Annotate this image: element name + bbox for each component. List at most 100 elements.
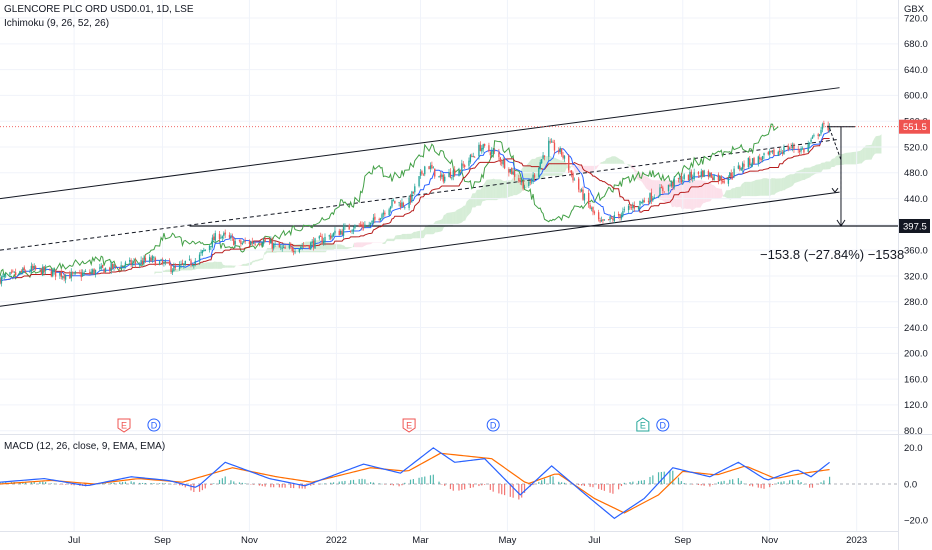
candle <box>548 137 550 161</box>
macd-histogram-bar <box>53 483 55 485</box>
cloud-segment <box>726 190 731 200</box>
candle-body <box>134 261 137 264</box>
macd-tick-label: 0.0 <box>904 479 917 490</box>
cloud-segment <box>336 244 342 250</box>
cloud-segment <box>395 235 397 240</box>
cloud-segment <box>331 243 333 251</box>
cloud-segment <box>603 160 605 164</box>
macd-histogram-bar <box>723 480 725 484</box>
macd-histogram-bar <box>489 484 491 490</box>
cloud-segment <box>466 197 471 218</box>
candle <box>161 257 164 266</box>
macd-histogram-bar <box>59 484 61 485</box>
cloud-segment <box>706 181 711 203</box>
macd-histogram-bar <box>760 484 762 489</box>
candle-body <box>733 168 735 176</box>
cloud-segment <box>870 144 872 160</box>
cloud-segment <box>815 164 821 174</box>
cloud-segment <box>326 242 332 251</box>
candle <box>103 268 105 274</box>
macd-histogram-bar <box>0 482 1 484</box>
cloud-segment <box>352 242 355 248</box>
cloud-segment <box>332 243 335 251</box>
candle-body <box>331 235 333 238</box>
candle <box>42 264 44 277</box>
cloud-segment <box>426 224 432 235</box>
candle-body <box>321 236 323 243</box>
candle <box>50 268 52 278</box>
candle <box>808 142 811 148</box>
candle-body <box>204 249 206 251</box>
candle-body <box>30 265 33 272</box>
macd-histogram-bar <box>481 484 483 486</box>
cloud-segment <box>630 164 633 169</box>
candle <box>231 233 234 241</box>
candle-body <box>542 155 544 159</box>
candle <box>493 148 496 155</box>
earnings-icon <box>636 417 650 432</box>
candle <box>243 240 245 244</box>
candle <box>780 148 782 154</box>
candle-body <box>438 176 440 178</box>
candle-body <box>414 186 416 193</box>
candle-body <box>682 179 684 182</box>
cloud-segment <box>743 181 745 197</box>
candle-body <box>230 236 232 239</box>
cloud-segment <box>255 259 258 262</box>
cloud-segment <box>602 161 604 164</box>
candle-body <box>404 207 406 208</box>
cloud-segment <box>432 223 434 235</box>
macd-histogram-bar <box>609 484 611 493</box>
candle <box>124 260 127 269</box>
candle <box>472 152 474 158</box>
cloud-segment <box>854 151 856 165</box>
candle <box>63 272 65 282</box>
candle <box>183 263 185 269</box>
macd-histogram-bar <box>238 482 241 484</box>
macd-histogram-bar <box>811 484 814 488</box>
candle-body <box>797 149 799 151</box>
candle <box>652 195 654 202</box>
candle <box>779 147 781 156</box>
candle <box>404 206 406 210</box>
candle <box>70 268 72 282</box>
candle <box>348 223 350 230</box>
candle-body <box>434 168 436 177</box>
candle-body <box>359 224 362 226</box>
macd-histogram-bar <box>324 483 326 484</box>
candle <box>5 272 7 278</box>
candle-body <box>342 227 345 236</box>
candle-body <box>332 232 335 237</box>
macd-histogram-bar <box>64 484 67 485</box>
trend-channel <box>0 87 840 307</box>
macd-histogram-bar <box>312 484 315 485</box>
cloud-segment <box>154 271 156 275</box>
candle <box>29 269 31 273</box>
badge-letter: E <box>640 420 646 430</box>
macd-histogram-bar <box>352 479 355 484</box>
cloud-segment <box>835 153 841 166</box>
candle <box>569 170 571 173</box>
candle-body <box>652 198 654 201</box>
price-tick-label: 240.0 <box>904 323 928 334</box>
cloud-segment <box>690 180 692 211</box>
candle <box>33 263 35 270</box>
candle <box>508 167 510 177</box>
macd-histogram-bar <box>179 484 181 486</box>
cloud-segment <box>254 259 256 263</box>
candle <box>603 219 606 221</box>
candle <box>203 247 205 252</box>
candle <box>120 261 122 270</box>
cloud-segment <box>604 158 607 164</box>
macd-histogram-bar <box>184 484 186 488</box>
candle <box>148 254 151 264</box>
projection-path <box>829 128 842 193</box>
candle-body <box>93 269 95 275</box>
candle-body <box>49 268 51 270</box>
candle-body <box>464 165 466 167</box>
candle-body <box>133 261 135 263</box>
candle <box>20 269 23 273</box>
macd-histogram-bar <box>161 483 164 484</box>
candle-body <box>408 197 410 208</box>
macd-histogram-bar <box>332 482 335 484</box>
